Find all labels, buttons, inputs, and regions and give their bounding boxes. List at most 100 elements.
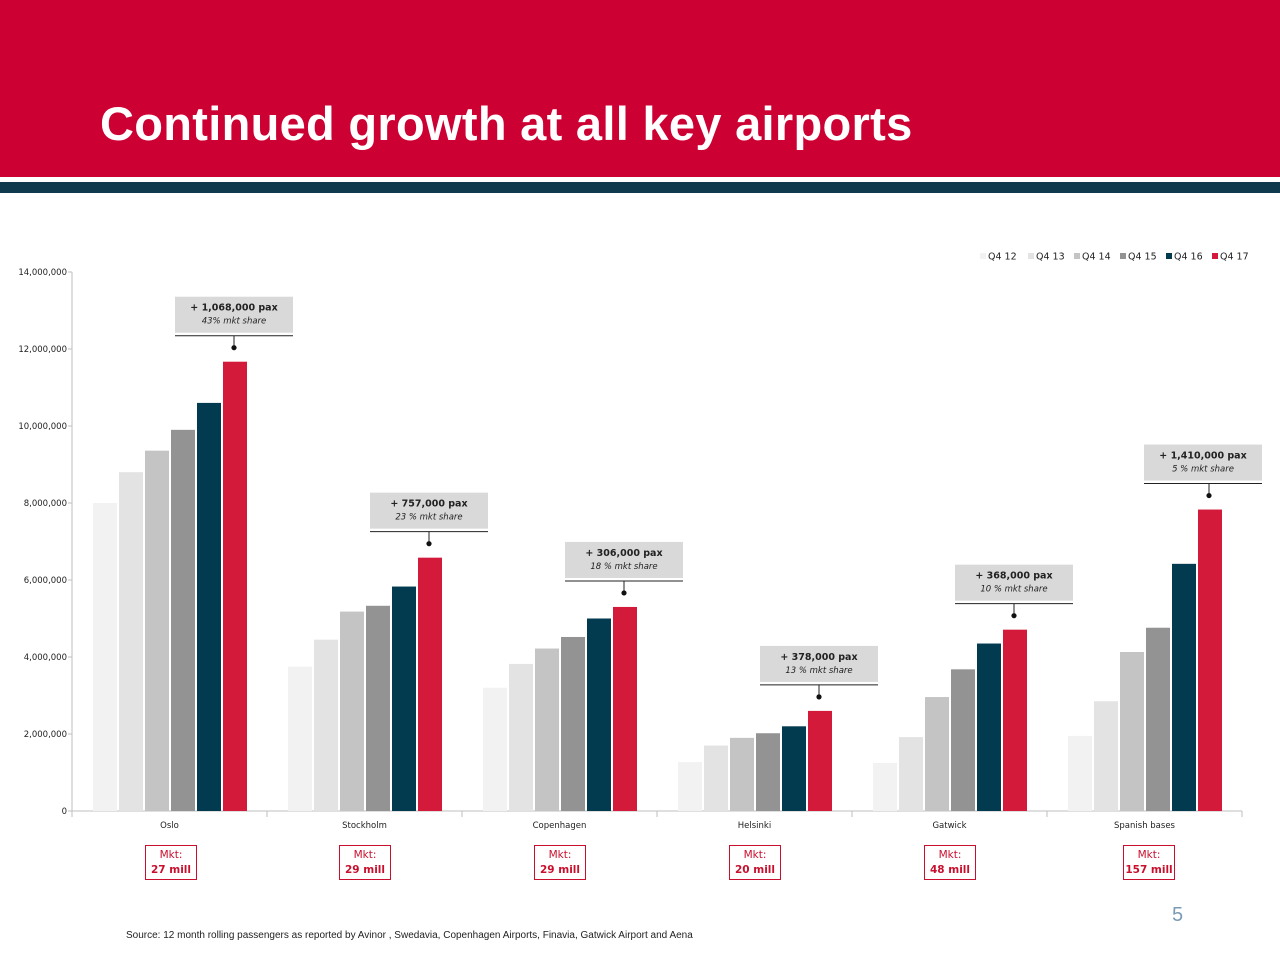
bar-oslo-q4-14 xyxy=(145,450,169,811)
banner-divider xyxy=(0,177,1280,182)
callout-pax-text: + 1,410,000 pax xyxy=(1159,451,1246,462)
market-label: Mkt: xyxy=(1137,849,1161,861)
callout-pax-text: + 306,000 pax xyxy=(585,548,662,559)
legend-label: Q4 15 xyxy=(1128,252,1157,263)
banner-stripe xyxy=(0,182,1280,193)
market-label: Mkt: xyxy=(159,849,183,861)
y-tick-label: 12,000,000 xyxy=(18,345,67,355)
callout-share-text: 10 % mkt share xyxy=(980,585,1047,595)
bar-copenhagen-q4-17 xyxy=(613,606,637,811)
y-tick-label: 8,000,000 xyxy=(24,499,67,509)
legend-swatch-q4-17 xyxy=(1212,253,1218,259)
legend-swatch-q4-16 xyxy=(1166,253,1172,259)
callout-box xyxy=(370,492,488,529)
y-tick-label: 6,000,000 xyxy=(24,576,67,586)
bar-copenhagen-q4-13 xyxy=(509,663,533,811)
callout-share-text: 43% mkt share xyxy=(202,317,267,327)
bar-spanish-bases-q4-15 xyxy=(1146,627,1170,811)
legend-swatch-q4-13 xyxy=(1028,253,1034,259)
y-tick-label: 4,000,000 xyxy=(24,653,67,663)
bar-oslo-q4-15 xyxy=(171,429,195,811)
bar-gatwick-q4-13 xyxy=(899,737,923,811)
callout-dot xyxy=(816,694,822,700)
market-box-helsinki: Mkt: 20 mill xyxy=(729,845,781,880)
bar-copenhagen-q4-14 xyxy=(535,648,559,811)
bar-oslo-q4-16 xyxy=(197,402,221,811)
x-category-label: Copenhagen xyxy=(533,821,587,831)
market-box-gatwick: Mkt: 48 mill xyxy=(924,845,976,880)
callout-box xyxy=(565,541,683,578)
x-category-label: Stockholm xyxy=(342,821,387,831)
callout-share-text: 13 % mkt share xyxy=(785,666,852,676)
x-category-label: Spanish bases xyxy=(1114,821,1176,831)
bar-spanish-bases-q4-14 xyxy=(1120,651,1144,811)
bar-copenhagen-q4-12 xyxy=(483,687,507,811)
bar-helsinki-q4-17 xyxy=(808,710,832,811)
market-value: 20 mill xyxy=(734,864,775,876)
x-category-label: Oslo xyxy=(160,821,179,831)
callout-pax-text: + 757,000 pax xyxy=(390,499,467,510)
callout-pax-text: + 378,000 pax xyxy=(780,652,857,663)
legend-label: Q4 14 xyxy=(1082,252,1111,263)
bar-oslo-q4-17 xyxy=(223,361,247,811)
callout-dot xyxy=(1011,613,1017,619)
bar-helsinki-q4-13 xyxy=(704,745,728,811)
bar-oslo-q4-13 xyxy=(119,472,143,811)
legend-label: Q4 13 xyxy=(1036,252,1065,263)
market-value: 29 mill xyxy=(344,864,385,876)
market-value: 29 mill xyxy=(539,864,580,876)
source-note: Source: 12 month rolling passengers as r… xyxy=(126,930,693,941)
callout-dot xyxy=(426,541,432,547)
market-value: 48 mill xyxy=(929,864,970,876)
market-box-copenhagen: Mkt: 29 mill xyxy=(534,845,586,880)
x-category-label: Gatwick xyxy=(932,821,966,831)
market-label: Mkt: xyxy=(353,849,377,861)
market-box-oslo: Mkt: 27 mill xyxy=(145,845,197,880)
callout-dot xyxy=(621,590,627,596)
bar-gatwick-q4-12 xyxy=(873,762,897,811)
callout-share-text: 18 % mkt share xyxy=(590,562,657,572)
callout-pax-text: + 368,000 pax xyxy=(975,571,1052,582)
legend-swatch-q4-15 xyxy=(1120,253,1126,259)
bar-spanish-bases-q4-17 xyxy=(1198,509,1222,811)
y-tick-label: 10,000,000 xyxy=(18,422,67,432)
legend-label: Q4 17 xyxy=(1220,252,1249,263)
bar-stockholm-q4-17 xyxy=(418,557,442,811)
bar-gatwick-q4-17 xyxy=(1003,629,1027,811)
bar-stockholm-q4-15 xyxy=(366,605,390,811)
y-tick-label: 14,000,000 xyxy=(18,268,67,278)
bar-spanish-bases-q4-13 xyxy=(1094,701,1118,811)
bar-helsinki-q4-14 xyxy=(730,737,754,811)
market-box-stockholm: Mkt: 29 mill xyxy=(339,845,391,880)
bar-copenhagen-q4-15 xyxy=(561,636,585,811)
bar-oslo-q4-12 xyxy=(93,503,117,811)
bar-helsinki-q4-15 xyxy=(756,733,780,811)
legend-swatch-q4-14 xyxy=(1074,253,1080,259)
callout-box xyxy=(955,564,1073,601)
bar-stockholm-q4-12 xyxy=(288,666,312,811)
legend-swatch-q4-12 xyxy=(980,253,986,259)
market-box-spanish-bases: Mkt: 157 mill xyxy=(1123,845,1175,880)
y-tick-label: 2,000,000 xyxy=(24,730,67,740)
callout-box xyxy=(175,296,293,333)
bar-stockholm-q4-16 xyxy=(392,586,416,811)
callout-pax-text: + 1,068,000 pax xyxy=(190,303,277,314)
market-label: Mkt: xyxy=(938,849,962,861)
callout-dot xyxy=(231,345,237,351)
callout-dot xyxy=(1206,492,1212,499)
bar-gatwick-q4-16 xyxy=(977,643,1001,811)
bar-spanish-bases-q4-12 xyxy=(1068,735,1092,811)
bar-stockholm-q4-14 xyxy=(340,611,364,811)
callout-share-text: 23 % mkt share xyxy=(395,513,462,523)
legend-label: Q4 16 xyxy=(1174,252,1203,263)
bar-helsinki-q4-12 xyxy=(678,762,702,811)
bar-gatwick-q4-14 xyxy=(925,697,949,811)
callout-share-text: 5 % mkt share xyxy=(1172,465,1234,475)
title-banner xyxy=(0,0,1280,177)
market-value: 157 mill xyxy=(1125,864,1173,876)
bar-gatwick-q4-15 xyxy=(951,669,975,811)
bar-helsinki-q4-16 xyxy=(782,726,806,811)
y-tick-label: 0 xyxy=(62,807,67,817)
bar-stockholm-q4-13 xyxy=(314,639,338,811)
